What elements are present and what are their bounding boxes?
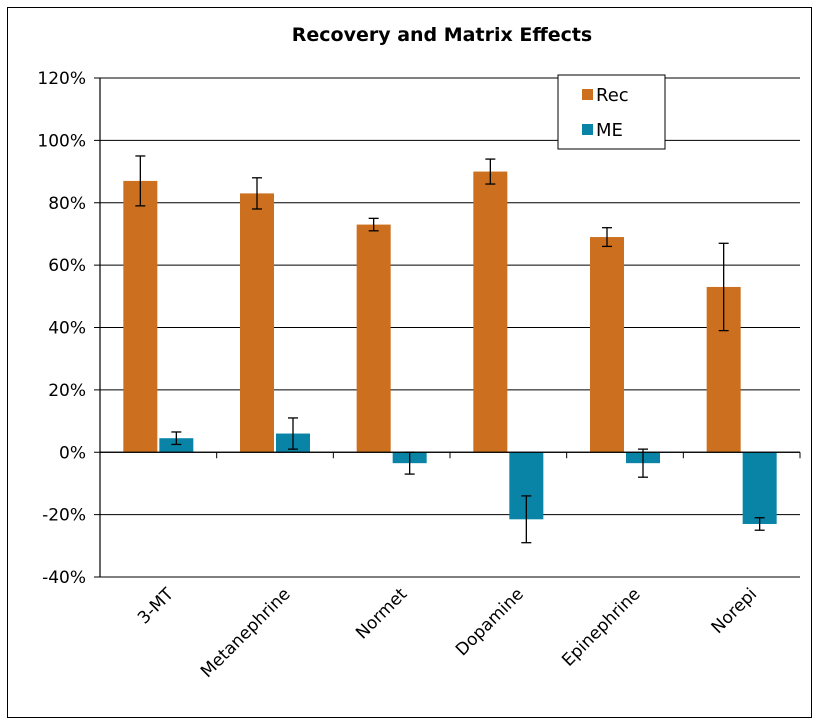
y-tick-label: 40% <box>48 319 86 339</box>
legend-swatch <box>582 89 593 100</box>
y-tick-label: 120% <box>37 69 86 89</box>
category-label: Metanephrine <box>197 584 295 682</box>
legend: Rec ME <box>557 74 666 150</box>
bar-rec-normet <box>356 224 391 453</box>
y-tick-label: -40% <box>42 568 86 588</box>
bar-me-3-mt <box>159 438 194 453</box>
category-label: 3-MT <box>134 584 178 628</box>
y-tick-label: -20% <box>42 506 86 526</box>
gridlines <box>100 77 800 578</box>
category-label: Norepi <box>708 584 762 638</box>
axes <box>99 78 801 577</box>
legend-box <box>557 74 666 150</box>
bar-rec-3-mt <box>123 180 158 453</box>
y-tick-label: 80% <box>48 194 86 214</box>
legend-label: ME <box>596 120 623 141</box>
bars <box>123 171 777 524</box>
y-tick-label: 100% <box>37 131 86 151</box>
bar-rec-metanephrine <box>240 193 274 453</box>
category-labels: 3-MT Metanephrine Normet Dopamine Epinephrin… <box>134 584 761 682</box>
y-tick-label: 0% <box>59 443 86 463</box>
y-axis-ticks: -40% -20% 0% 20% 40% 60% 80% 100% 120% <box>37 69 100 588</box>
legend-label: Rec <box>596 85 629 106</box>
category-label: Epinephrine <box>558 584 644 670</box>
error-bars <box>135 155 765 544</box>
category-label: Dopamine <box>452 584 528 660</box>
bar-rec-epinephrine <box>590 237 624 453</box>
legend-swatch <box>582 124 593 135</box>
bar-me-norepi <box>742 452 777 524</box>
category-label: Normet <box>352 584 411 643</box>
y-tick-label: 60% <box>48 256 86 276</box>
chart-title: Recovery and Matrix Effects <box>292 24 593 46</box>
bar-rec-dopamine <box>473 171 508 453</box>
y-tick-label: 20% <box>48 381 86 401</box>
